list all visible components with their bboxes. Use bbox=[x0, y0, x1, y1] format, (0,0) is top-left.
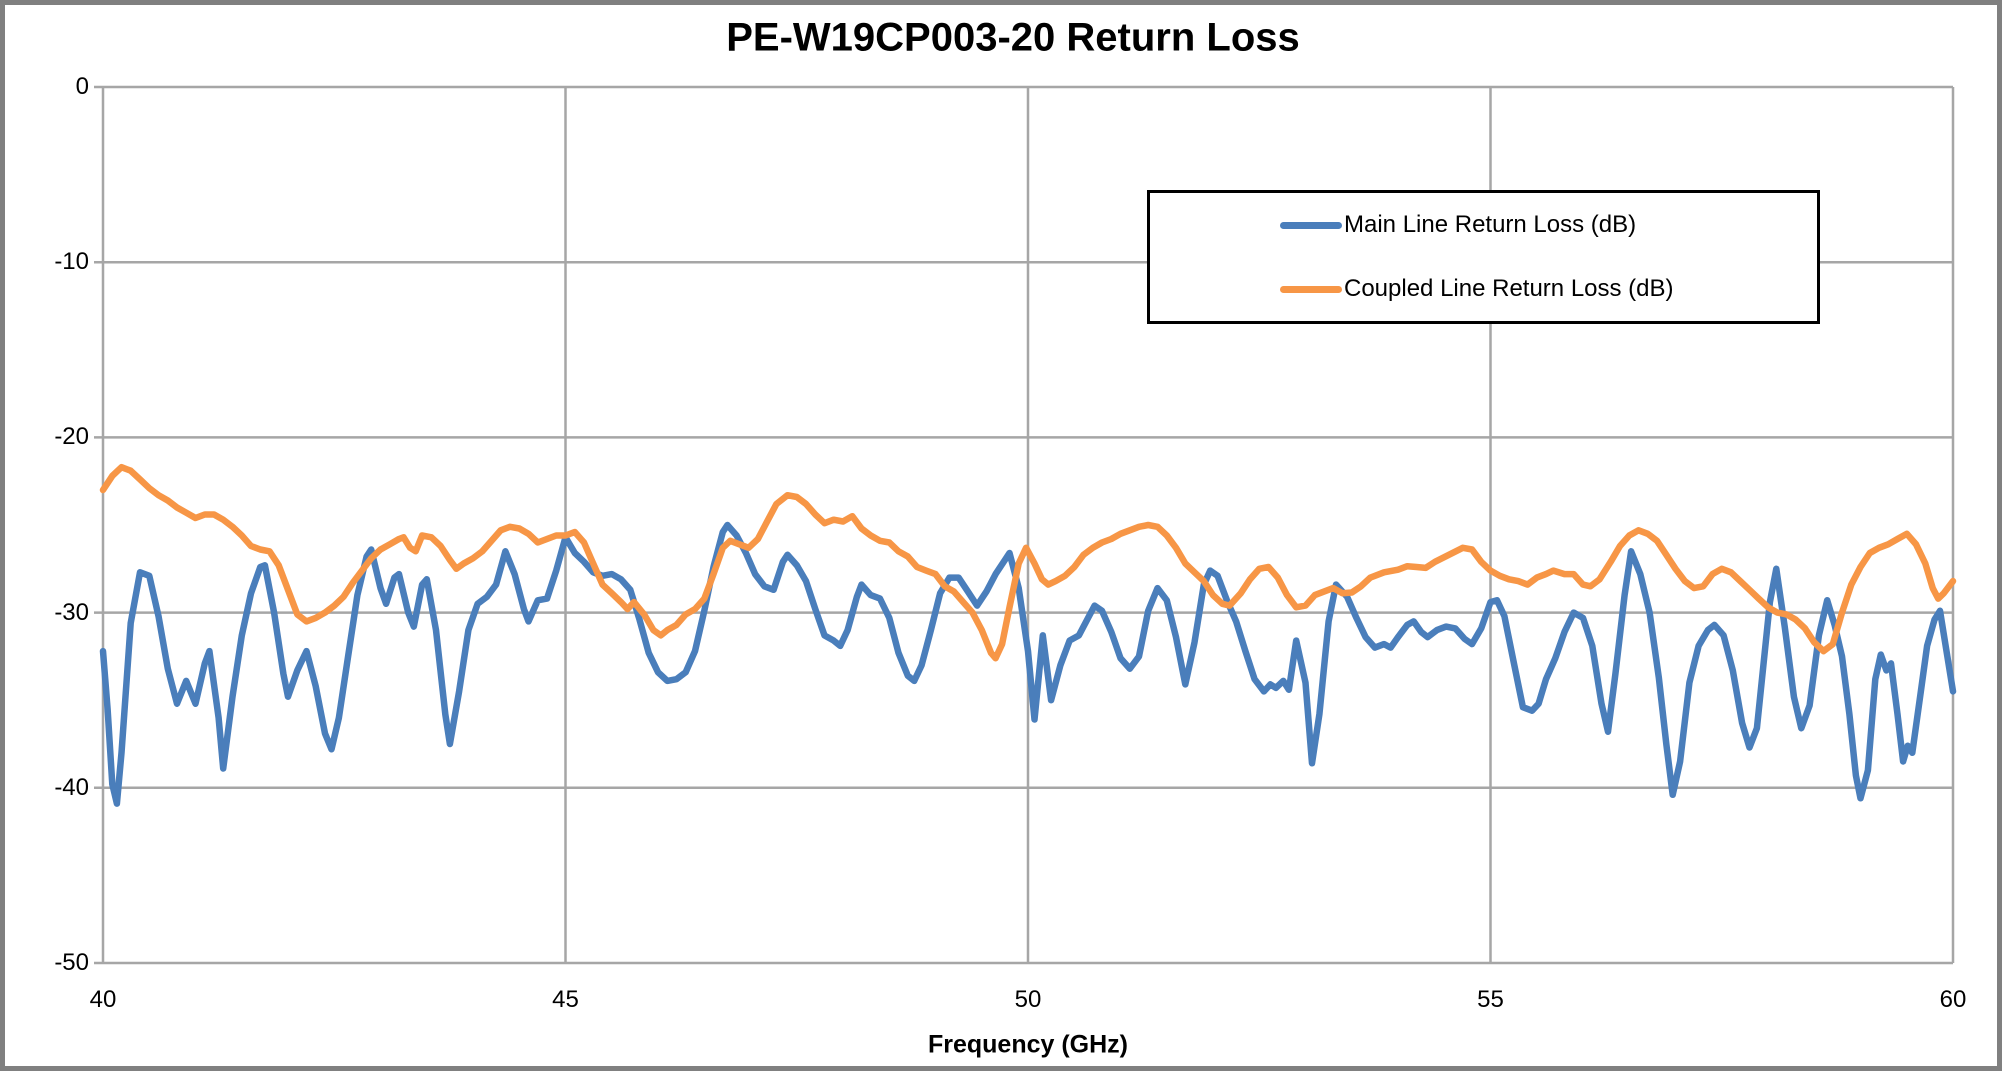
y-tick-label: -10 bbox=[54, 248, 89, 276]
legend-label-coupled-line: Coupled Line Return Loss (dB) bbox=[1344, 275, 1674, 302]
main-line-trace bbox=[99, 521, 1957, 807]
y-tick-label: -30 bbox=[54, 598, 89, 626]
y-tick-label: -50 bbox=[54, 949, 89, 976]
x-tick-label: 40 bbox=[89, 986, 117, 1013]
x-tick-label: 55 bbox=[1477, 986, 1504, 1013]
legend-entry-main-line: Main Line Return Loss (dB) bbox=[1150, 193, 1817, 257]
y-tick-label: -40 bbox=[54, 773, 89, 801]
x-tick-label: 45 bbox=[552, 986, 579, 1013]
x-tick-label: 60 bbox=[1939, 986, 1967, 1013]
chart-title: PE-W19CP003-20 Return Loss bbox=[726, 15, 1300, 60]
legend: Main Line Return Loss (dB) Coupled Line … bbox=[1147, 190, 1820, 324]
y-tick-label: -20 bbox=[54, 423, 89, 451]
legend-label-main-line: Main Line Return Loss (dB) bbox=[1344, 211, 1637, 238]
x-tick-label: 50 bbox=[1014, 986, 1042, 1013]
coupled-line-trace bbox=[99, 463, 1957, 662]
coupled-line-legend-swatch-icon bbox=[1280, 285, 1342, 293]
y-tick-label: 0 bbox=[75, 73, 89, 100]
main-line-legend-swatch-icon bbox=[1280, 221, 1342, 229]
legend-entry-coupled-line: Coupled Line Return Loss (dB) bbox=[1150, 257, 1817, 321]
x-axis-title: Frequency (GHz) bbox=[927, 1030, 1129, 1059]
